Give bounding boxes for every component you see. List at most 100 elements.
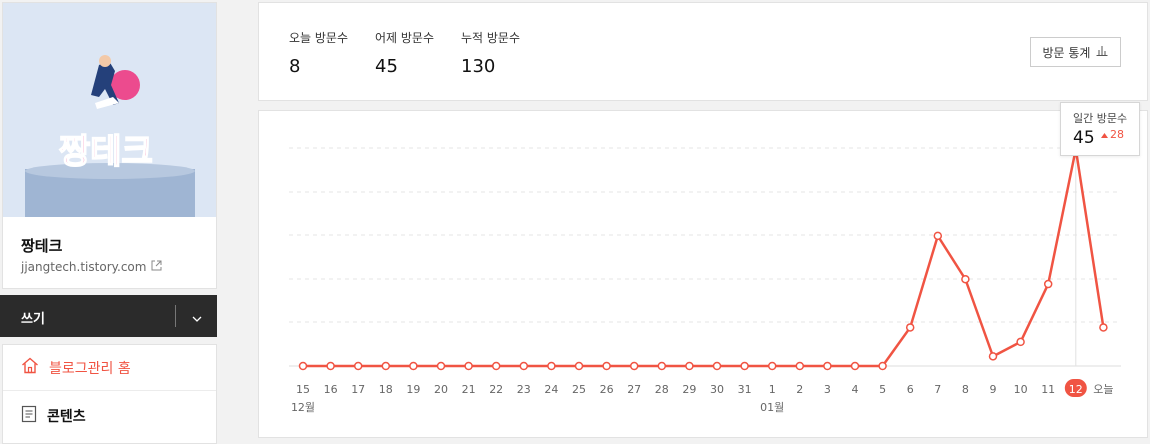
data-point[interactable] (381, 361, 391, 371)
x-tick-label[interactable]: 6 (907, 383, 914, 396)
x-tick-label[interactable]: 19 (406, 383, 420, 396)
x-tick-label[interactable]: 9 (990, 383, 997, 396)
menu-item-label: 콘텐츠 (47, 409, 86, 425)
data-point[interactable] (547, 361, 556, 371)
menu-item-blog-home[interactable]: 블로그관리 홈 (3, 345, 216, 391)
stat-today-label: 오늘 방문수 (289, 31, 349, 45)
x-tick-label[interactable]: 15 (296, 383, 310, 396)
blog-logo-text: 짱테크 (59, 132, 153, 172)
x-tick-label[interactable]: 25 (572, 383, 586, 396)
x-tick-label[interactable]: 17 (351, 383, 365, 396)
data-point[interactable] (740, 361, 749, 371)
x-tick-label[interactable]: 7 (934, 383, 941, 396)
blog-name[interactable]: 짱테크 (21, 237, 63, 255)
x-tick-label[interactable]: 31 (738, 383, 752, 396)
data-point[interactable] (491, 361, 501, 371)
data-point[interactable] (1099, 323, 1108, 332)
data-point[interactable] (602, 361, 611, 371)
x-tick-label[interactable]: 28 (655, 383, 669, 396)
data-point[interactable] (353, 361, 363, 371)
x-tick-label[interactable]: 1 (769, 383, 776, 396)
x-tick-label[interactable]: 22 (489, 383, 503, 396)
x-tick-label[interactable]: 20 (434, 383, 448, 396)
stat-total-label: 누적 방문수 (461, 31, 521, 45)
tooltip-change-value: 28 (1110, 128, 1124, 141)
x-tick-label[interactable]: 27 (627, 383, 641, 396)
daily-visits-tooltip: 일간 방문수 45 28 (1060, 102, 1140, 156)
x-tick-label[interactable]: 23 (517, 383, 531, 396)
data-point[interactable] (629, 361, 639, 371)
data-point[interactable] (1016, 337, 1025, 347)
x-tick-label[interactable]: 21 (462, 383, 476, 396)
selected-day-badge (1064, 379, 1087, 397)
blog-url-link[interactable]: jjangtech.tistory.com (21, 260, 162, 274)
x-tick-label[interactable]: 18 (379, 383, 393, 396)
x-tick-label[interactable]: 26 (600, 383, 614, 396)
data-point[interactable] (326, 361, 335, 371)
daily-visits-chart-card: 15 16 17 18 19 20 21 22 23 24 25 26 27 28 29 30 31 1 2 3 4 5 6… (258, 110, 1148, 438)
menu-item-contents[interactable]: 콘텐츠 (3, 393, 216, 439)
data-point[interactable] (878, 361, 887, 371)
write-button[interactable]: 쓰기 (21, 312, 45, 327)
blog-logo-illustration: 짱테크 (3, 3, 216, 217)
data-point[interactable] (823, 361, 832, 371)
data-point[interactable] (298, 361, 308, 371)
x-tick-label[interactable]: 30 (710, 383, 724, 396)
x-tick-label[interactable]: 8 (962, 383, 969, 396)
x-tick-label[interactable]: 3 (824, 383, 831, 396)
x-tick-label[interactable]: 오늘 (1093, 383, 1113, 396)
x-tick-label[interactable]: 29 (682, 383, 696, 396)
visitor-stats-summary: 오늘 방문수 8 어제 방문수 45 누적 방문수 130 방문 통계 (258, 2, 1148, 101)
x-tick-label[interactable]: 16 (324, 383, 338, 396)
data-point[interactable] (850, 361, 860, 371)
tooltip-change: 28 (1101, 128, 1124, 141)
data-point[interactable] (712, 361, 722, 371)
admin-menu: 블로그관리 홈 콘텐츠 (2, 344, 217, 444)
data-point[interactable] (988, 352, 998, 361)
data-point[interactable] (685, 361, 694, 371)
bar-chart-icon (1096, 45, 1108, 59)
data-point[interactable] (933, 231, 943, 241)
x-tick-label[interactable]: 10 (1014, 383, 1028, 396)
tooltip-label: 일간 방문수 (1073, 112, 1128, 125)
menu-item-label: 블로그관리 홈 (49, 360, 131, 377)
data-point[interactable] (409, 361, 418, 371)
chevron-down-icon (192, 307, 202, 326)
data-point[interactable] (961, 274, 970, 284)
sidebar: 짱테크 짱테크 jjangtech.tistory.com 쓰기 블로그관리 홈 (0, 0, 218, 444)
arrow-up-icon (1101, 128, 1108, 141)
data-point[interactable] (464, 361, 473, 371)
write-dropdown-toggle[interactable] (176, 295, 217, 337)
x-tick-label[interactable]: 11 (1041, 383, 1055, 396)
data-point[interactable] (905, 323, 915, 332)
series-line (303, 147, 1105, 368)
stat-total: 누적 방문수 130 (461, 29, 520, 77)
write-bar: 쓰기 (0, 295, 217, 337)
visit-stats-button[interactable]: 방문 통계 (1030, 37, 1121, 67)
visit-stats-button-label: 방문 통계 (1042, 45, 1091, 60)
tooltip-value: 45 (1073, 128, 1095, 148)
data-point[interactable] (436, 361, 446, 371)
data-point[interactable] (795, 361, 805, 371)
stat-yesterday: 어제 방문수 45 (375, 29, 434, 77)
stat-today-value: 8 (289, 56, 301, 77)
data-point[interactable] (519, 361, 529, 371)
x-tick-label[interactable]: 4 (852, 383, 859, 396)
x-tick-label[interactable]: 12 (1069, 383, 1083, 396)
data-point[interactable] (767, 361, 777, 371)
blog-url-text: jjangtech.tistory.com (21, 260, 147, 274)
data-point[interactable] (1043, 279, 1053, 289)
external-link-icon (151, 260, 162, 274)
x-tick-label[interactable]: 5 (879, 383, 886, 396)
stat-yesterday-value: 45 (375, 56, 398, 77)
data-point[interactable] (657, 361, 667, 371)
stat-today: 오늘 방문수 8 (289, 29, 348, 77)
x-tick-label[interactable]: 24 (544, 383, 558, 396)
document-icon (21, 405, 37, 427)
month-label: 12월 (291, 401, 315, 414)
stat-yesterday-label: 어제 방문수 (375, 31, 435, 45)
x-tick-label[interactable]: 2 (796, 383, 803, 396)
blog-thumbnail[interactable]: 짱테크 (3, 3, 216, 217)
stat-total-value: 130 (461, 56, 496, 77)
data-point[interactable] (574, 361, 584, 371)
